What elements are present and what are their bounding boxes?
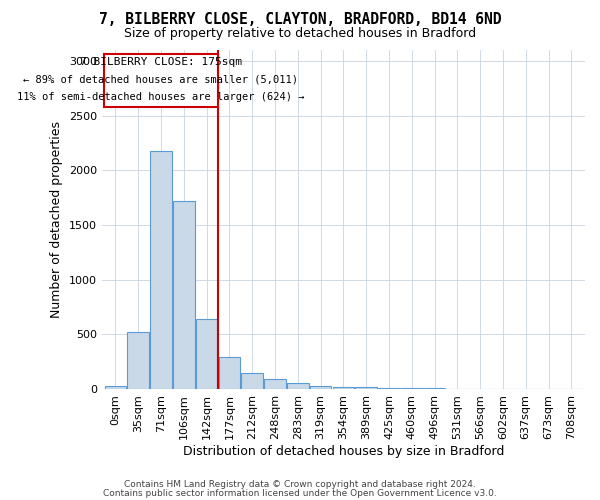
Text: Contains public sector information licensed under the Open Government Licence v3: Contains public sector information licen… (103, 488, 497, 498)
Bar (310, 386, 331, 389)
Y-axis label: Number of detached properties: Number of detached properties (50, 121, 63, 318)
Bar (218, 357, 240, 389)
Bar (196, 319, 217, 389)
Bar (378, 388, 400, 389)
Text: 11% of semi-detached houses are larger (624) →: 11% of semi-detached houses are larger (… (17, 92, 305, 102)
Bar (401, 388, 422, 389)
Bar (264, 378, 286, 389)
Text: 7, BILBERRY CLOSE, CLAYTON, BRADFORD, BD14 6ND: 7, BILBERRY CLOSE, CLAYTON, BRADFORD, BD… (99, 12, 501, 28)
Text: 7 BILBERRY CLOSE: 175sqm: 7 BILBERRY CLOSE: 175sqm (80, 57, 242, 67)
FancyBboxPatch shape (104, 54, 218, 107)
Bar (332, 387, 354, 389)
Bar (173, 201, 194, 389)
Bar (355, 388, 377, 389)
Bar (127, 332, 149, 389)
X-axis label: Distribution of detached houses by size in Bradford: Distribution of detached houses by size … (182, 444, 504, 458)
Bar (424, 388, 445, 389)
Text: Contains HM Land Registry data © Crown copyright and database right 2024.: Contains HM Land Registry data © Crown c… (124, 480, 476, 489)
Text: ← 89% of detached houses are smaller (5,011): ← 89% of detached houses are smaller (5,… (23, 74, 298, 85)
Text: Size of property relative to detached houses in Bradford: Size of property relative to detached ho… (124, 28, 476, 40)
Bar (287, 383, 308, 389)
Bar (241, 372, 263, 389)
Bar (104, 386, 126, 389)
Bar (150, 150, 172, 389)
